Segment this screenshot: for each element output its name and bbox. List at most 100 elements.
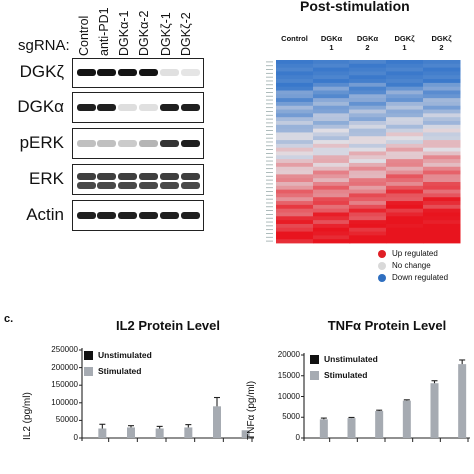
- heatmap-cell: [423, 204, 461, 210]
- heatmap-cell: [349, 151, 387, 156]
- heatmap-cell: [276, 231, 314, 236]
- heatmap-cell: [386, 60, 424, 65]
- heatmap-cell: [276, 216, 314, 221]
- heatmap-cell: [423, 174, 461, 179]
- heatmap-cell: [423, 231, 461, 236]
- heatmap-cell: [313, 204, 351, 210]
- heatmap-cell: [313, 231, 351, 236]
- heatmap-cell: [276, 82, 314, 88]
- heatmap-cell: [423, 132, 461, 137]
- legend-label: Stimulated: [324, 370, 368, 380]
- heatmap-cell: [313, 98, 351, 103]
- bar-stimulated: [347, 418, 356, 438]
- y-tick-label: 50000: [55, 415, 78, 425]
- heatmap-cell: [276, 71, 314, 76]
- heatmap-cell: [313, 159, 351, 164]
- bar-stimulated: [184, 427, 193, 438]
- chart-title: TNFα Protein Level: [327, 318, 447, 333]
- heatmap-cell: [349, 189, 387, 194]
- heatmap-cell: [349, 86, 387, 91]
- heatmap-cell: [313, 201, 351, 206]
- heatmap-cell: [423, 227, 461, 232]
- y-tick-label: 10000: [277, 391, 300, 401]
- heatmap-cell: [276, 185, 314, 191]
- legend-swatch: [84, 367, 93, 376]
- heatmap-cell: [386, 128, 424, 133]
- legend-marker-icon: [378, 274, 386, 282]
- heatmap-cell: [386, 117, 424, 122]
- blot-band: [77, 182, 96, 189]
- heatmap-cell: [386, 98, 424, 103]
- heatmap-cell: [423, 82, 461, 88]
- blot-band: [118, 173, 137, 180]
- heatmap-cell: [313, 239, 351, 244]
- heatmap-cell: [349, 101, 387, 107]
- heatmap-cell: [349, 227, 387, 232]
- heatmap-cell: [349, 235, 387, 240]
- heatmap-cell: [349, 178, 387, 183]
- heatmap-cell: [313, 71, 351, 76]
- blot-row-label: ERK: [29, 168, 64, 188]
- heatmap-cell: [313, 223, 351, 229]
- heatmap-cell: [313, 182, 351, 187]
- heatmap-cell: [386, 208, 424, 213]
- legend-marker-icon: [378, 250, 386, 258]
- heatmap-cell: [386, 82, 424, 88]
- blot-panel: [72, 92, 204, 123]
- heatmap-cell: [423, 155, 461, 160]
- heatmap-cell: [423, 212, 461, 217]
- heatmap-cell: [276, 212, 314, 217]
- bar-stimulated: [402, 400, 411, 438]
- heatmap-cell: [349, 231, 387, 236]
- heatmap-cell: [386, 162, 424, 168]
- blot-panel: [72, 164, 204, 195]
- blot-band: [97, 103, 116, 111]
- heatmap-cell: [386, 166, 424, 171]
- heatmap-cell: [313, 86, 351, 91]
- heatmap-cell: [349, 174, 387, 179]
- heatmap-cell: [276, 63, 314, 69]
- heatmap-cell: [313, 117, 351, 122]
- heatmap-cell: [423, 185, 461, 191]
- heatmap-cell: [313, 166, 351, 171]
- heatmap-cell: [313, 178, 351, 183]
- heatmap-cell: [349, 201, 387, 206]
- heatmap-title: Post-stimulation: [300, 0, 410, 14]
- heatmap-cell: [386, 189, 424, 194]
- heatmap-cell: [386, 151, 424, 156]
- heatmap-cell: [386, 121, 424, 126]
- bar-stimulated: [319, 419, 328, 438]
- legend-swatch: [84, 351, 93, 360]
- heatmap-column-label: DGKα 1: [320, 34, 343, 52]
- heatmap-cell: [386, 204, 424, 210]
- heatmap-cell: [276, 193, 314, 198]
- heatmap-cell: [349, 71, 387, 76]
- heatmap-cell: [386, 185, 424, 191]
- heatmap-cell: [276, 128, 314, 133]
- heatmap-cell: [276, 155, 314, 160]
- sgrna-label: sgRNA:: [18, 37, 70, 54]
- heatmap-cell: [313, 90, 351, 95]
- legend-swatch: [310, 355, 319, 364]
- heatmap-cell: [386, 231, 424, 236]
- heatmap-cell: [423, 117, 461, 122]
- heatmap-cell: [313, 162, 351, 168]
- heatmap-cell: [386, 71, 424, 76]
- blot-band: [97, 182, 116, 189]
- heatmap-cell: [313, 113, 351, 118]
- heatmap-cell: [423, 101, 461, 107]
- heatmap-cell: [386, 132, 424, 137]
- blot-band: [77, 139, 96, 147]
- heatmap-cell: [349, 124, 387, 130]
- heatmap-cell: [276, 136, 314, 141]
- heatmap-cell: [386, 113, 424, 118]
- bar-stimulated: [430, 383, 439, 438]
- heatmap-cell: [386, 212, 424, 217]
- legend-label: Unstimulated: [98, 350, 152, 360]
- heatmap-cell: [313, 235, 351, 240]
- heatmap-cell: [386, 63, 424, 69]
- heatmap-column-label: Control: [281, 34, 308, 43]
- blot-band: [118, 139, 137, 147]
